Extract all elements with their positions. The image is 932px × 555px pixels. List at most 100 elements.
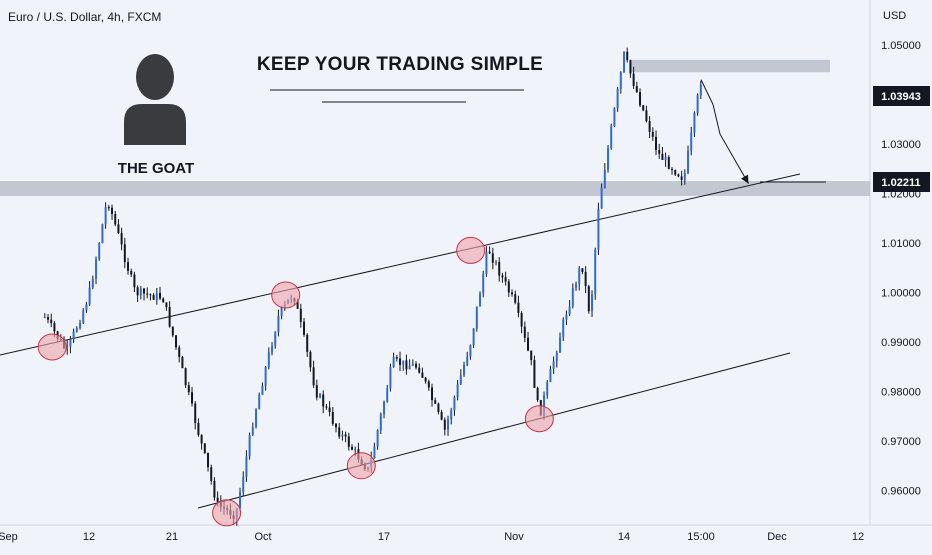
candle <box>565 310 568 325</box>
candle <box>312 360 315 388</box>
candle <box>568 300 571 317</box>
candle <box>373 442 376 459</box>
touch-point-circle[interactable] <box>524 405 554 433</box>
time-tick-label: Oct <box>254 531 271 543</box>
candle <box>680 170 683 186</box>
currency-label: USD <box>883 10 907 22</box>
channel-upper-trendline[interactable] <box>0 173 801 356</box>
candle <box>50 313 53 328</box>
candle <box>415 361 418 370</box>
current-price-tag: 1.03943 <box>873 86 930 106</box>
time-tick-label: Nov <box>504 531 524 543</box>
candle <box>434 397 437 405</box>
candle <box>491 247 494 270</box>
candle <box>514 290 517 305</box>
time-axis[interactable]: Sep 12 21 Oct 17 Nov 14 15:00 Dec 12 <box>0 531 864 543</box>
candle <box>303 318 306 337</box>
touch-point-circle[interactable] <box>37 333 67 361</box>
candle <box>277 309 280 337</box>
candle <box>549 365 552 383</box>
candle <box>386 384 389 403</box>
candle <box>421 367 424 378</box>
projection-path[interactable] <box>700 79 749 184</box>
candle <box>47 314 50 324</box>
candle <box>258 392 261 410</box>
zone-price-tag: 1.02211 <box>873 172 930 192</box>
touch-point-circle[interactable] <box>271 281 301 309</box>
candle <box>555 350 558 368</box>
candle <box>507 279 510 297</box>
candle <box>341 430 344 441</box>
touch-point-circle[interactable] <box>456 236 486 264</box>
candle <box>347 432 350 451</box>
candle <box>482 270 485 298</box>
candle <box>597 202 600 255</box>
candle <box>155 287 158 305</box>
candle <box>591 290 594 317</box>
candle <box>127 257 130 275</box>
candle <box>479 291 482 307</box>
candle <box>117 219 120 235</box>
candle <box>200 434 203 450</box>
candle <box>213 477 216 501</box>
candle <box>351 444 354 451</box>
candle <box>616 86 619 112</box>
candle <box>255 408 258 429</box>
candle <box>395 354 398 362</box>
current-price-value: 1.03943 <box>881 91 921 103</box>
touch-point-circle[interactable] <box>212 499 242 527</box>
resistance-zone[interactable] <box>630 59 830 73</box>
candle <box>111 204 114 220</box>
candle <box>207 452 210 472</box>
candle <box>693 111 696 137</box>
candle <box>427 379 430 391</box>
zone-price-value: 1.02211 <box>881 177 920 189</box>
candle <box>571 283 574 309</box>
candle <box>443 417 446 436</box>
candle <box>696 93 699 116</box>
candle <box>344 431 347 443</box>
support-zone[interactable] <box>0 181 870 196</box>
candle <box>501 272 504 283</box>
candle <box>466 351 469 367</box>
candle <box>475 306 478 332</box>
candle <box>431 383 434 407</box>
candle <box>523 321 526 343</box>
candle <box>594 247 597 300</box>
candle <box>85 301 88 313</box>
candle <box>248 432 251 460</box>
candle <box>133 271 136 293</box>
candle <box>635 81 638 94</box>
candle <box>629 59 632 78</box>
channel-lower-trendline[interactable] <box>197 352 791 509</box>
candle <box>405 354 408 375</box>
candle <box>98 242 101 261</box>
time-tick-label: 12 <box>83 531 95 543</box>
candle <box>171 326 174 338</box>
candle <box>309 350 312 372</box>
candle <box>95 256 98 285</box>
price-axis[interactable]: 1.050001.040001.030001.020001.010001.000… <box>881 40 921 498</box>
candle <box>626 47 629 63</box>
candle <box>456 379 459 401</box>
touch-points-group <box>37 236 554 527</box>
candle <box>603 163 606 189</box>
touch-point-circle[interactable] <box>346 452 376 480</box>
candle <box>639 88 642 108</box>
candle <box>600 183 603 209</box>
candle <box>88 281 91 307</box>
candle <box>418 363 421 374</box>
candle <box>392 352 395 368</box>
candle <box>242 471 245 496</box>
candle <box>210 464 213 485</box>
candle <box>130 268 133 278</box>
candle <box>664 152 667 167</box>
candle <box>120 227 123 251</box>
candle <box>437 402 440 415</box>
candle <box>322 390 325 414</box>
candle <box>472 328 475 348</box>
candle <box>123 237 126 269</box>
candle <box>447 415 450 436</box>
